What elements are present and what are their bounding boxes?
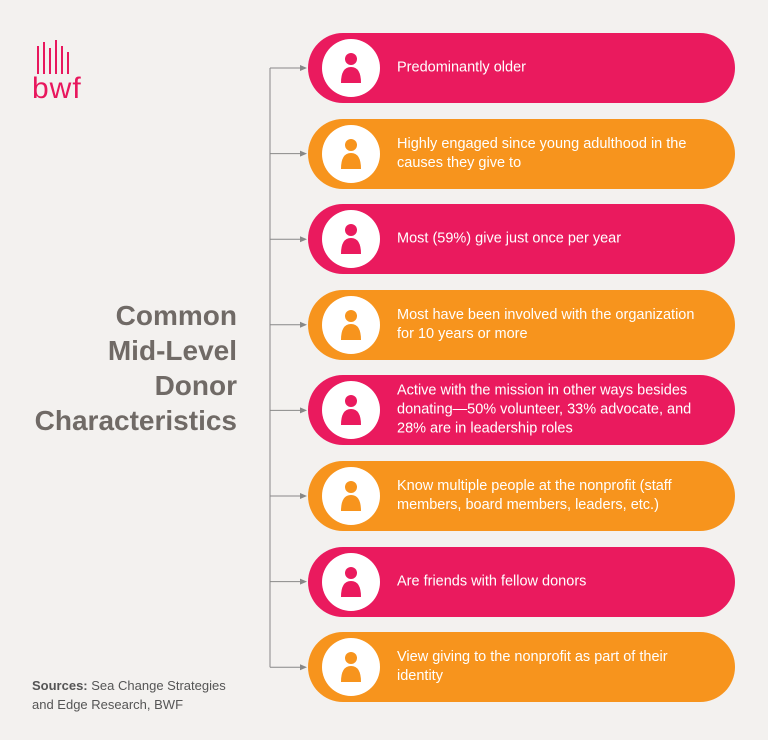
item: Know multiple people at the nonprofit (s… bbox=[308, 461, 735, 531]
arrow-head bbox=[300, 150, 307, 157]
arrow-head bbox=[300, 578, 307, 585]
item: Are friends with fellow donors bbox=[308, 546, 735, 617]
icon bbox=[322, 467, 380, 525]
item-text: Are friends with fellow donors bbox=[397, 573, 587, 590]
title-line: Common bbox=[115, 300, 237, 331]
arrow-head bbox=[300, 493, 307, 499]
item: Most (59%) give just once per year bbox=[308, 204, 735, 275]
icon-glyph bbox=[341, 481, 361, 511]
logo: bwf bbox=[32, 72, 82, 105]
icon-glyph bbox=[341, 566, 361, 597]
icon bbox=[322, 210, 380, 269]
sources-text: Sea Change Strategies and Edge Research,… bbox=[32, 678, 226, 712]
icon bbox=[322, 39, 380, 97]
title-line: Donor bbox=[154, 370, 237, 401]
arrow-head bbox=[300, 65, 307, 71]
arrow-head bbox=[300, 321, 307, 328]
item: Predominantly older bbox=[308, 33, 735, 103]
title: Common Mid-Level Donor Characteristics bbox=[35, 298, 237, 438]
arrow-head bbox=[300, 407, 307, 414]
item: Most have been involved with the organiz… bbox=[308, 289, 735, 360]
title-line: Mid-Level bbox=[107, 335, 237, 366]
item-text: View giving to the nonprofit as part of … bbox=[397, 649, 668, 685]
item-text: Predominantly older bbox=[397, 59, 526, 76]
arrow-head bbox=[300, 236, 307, 243]
item-text: Highly engaged since young adulthood in … bbox=[397, 135, 687, 171]
item-text: Know multiple people at the nonprofit (s… bbox=[397, 478, 672, 513]
icon-glyph bbox=[341, 53, 361, 83]
item-text: Most (59%) give just once per year bbox=[397, 230, 622, 247]
item: Highly engaged since young adulthood in … bbox=[308, 118, 735, 189]
title-line: Characteristics bbox=[34, 405, 237, 436]
item-text: Active with the mission in other ways be… bbox=[397, 382, 692, 437]
item-text: Most have been involved with the organiz… bbox=[397, 306, 695, 342]
icon-glyph bbox=[341, 138, 361, 169]
sources-label: Sources: bbox=[32, 678, 88, 693]
icon-glyph bbox=[341, 395, 361, 426]
sources: Sources: Sea Change Strategies and Edge … bbox=[32, 676, 232, 714]
icon bbox=[322, 295, 380, 354]
icon bbox=[322, 552, 380, 611]
icon bbox=[322, 381, 380, 440]
icon-glyph bbox=[341, 309, 361, 340]
icon bbox=[322, 638, 380, 697]
logo-bars bbox=[37, 40, 69, 74]
item: View giving to the nonprofit as part of … bbox=[308, 632, 735, 703]
icon-glyph bbox=[341, 652, 361, 683]
icon-glyph bbox=[341, 224, 361, 255]
arrow-head bbox=[300, 664, 307, 671]
icon bbox=[322, 124, 380, 183]
item: Active with the mission in other ways be… bbox=[308, 375, 735, 446]
